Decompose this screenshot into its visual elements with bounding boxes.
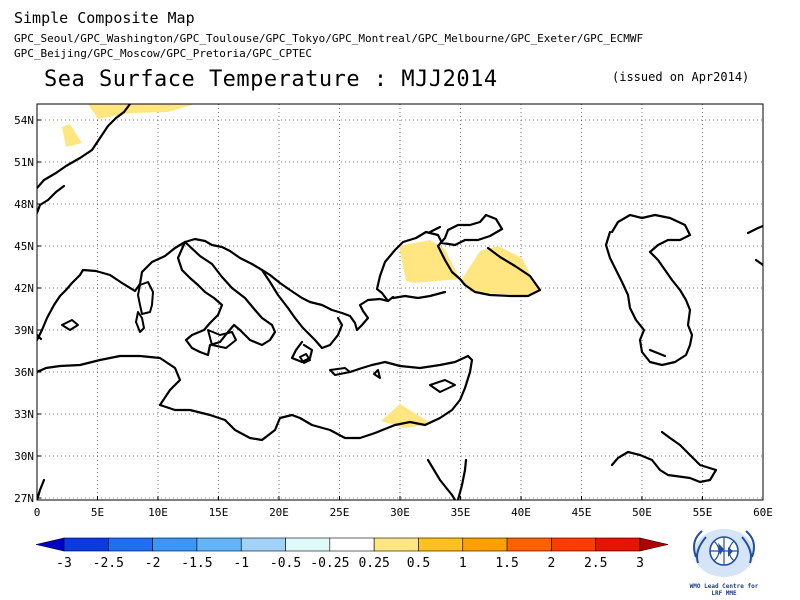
gpc-list-line-2: GPC_Beijing/GPC_Moscow/GPC_Pretoria/GPC_… [14,47,313,60]
lat-tick-label: 39N [14,324,34,337]
colorbar-label: -0.25 [310,556,349,571]
axis-labels: 0 5E 10E 15E 20E 25E 30E 35E 40E 45E 50E 55E 60E 54N 5… [14,114,773,519]
lon-tick-label: 50E [632,506,652,519]
colorbar-swatch [240,537,286,552]
colorbar-swatch [152,537,198,552]
wmo-logo: WMO Lead Centre for LRF MME [690,529,759,597]
colorbar-swatch [108,537,153,552]
logo-caption-line1: WMO Lead Centre for [690,583,759,590]
lat-tick-label: 30N [14,450,34,463]
coastlines [37,104,763,500]
colorbar-swatch [63,537,109,552]
anomaly-area [88,104,195,119]
logo-caption-line2: LRF MME [711,590,737,597]
colorbar-swatch [196,537,242,552]
lat-tick-label: 42N [14,282,34,295]
colorbar-swatch [551,537,596,552]
lon-tick-label: 10E [148,506,168,519]
lat-tick-label: 45N [14,240,34,253]
colorbar-label: -2 [145,556,161,571]
issued-date: (issued on Apr2014) [612,70,750,84]
anomaly-area [62,124,82,147]
anomaly-area [462,246,538,296]
lon-tick-label: 35E [451,506,471,519]
colorbar-label: 2.5 [584,556,607,571]
colorbar-swatch [506,537,552,552]
lat-tick-label: 51N [14,156,34,169]
colorbar-swatch [329,537,375,552]
main-title: Sea Surface Temperature : MJJ2014 [44,67,498,92]
lon-tick-label: 55E [693,506,713,519]
colorbar: -3 -2.5 -2 -1.5 -1 -0.5 -0.25 0.25 0.5 1 1.5 2 2.5 3 [35,537,669,571]
colorbar-swatch [595,537,641,552]
colorbar-label: -1 [233,556,249,571]
colorbar-label: -2.5 [93,556,124,571]
lat-tick-label: 48N [14,198,34,211]
wmo-emblem-icon [693,529,755,577]
colorbar-swatch [418,537,464,552]
anomaly-area [381,404,432,428]
lat-tick-label: 54N [14,114,34,127]
colorbar-swatch [285,537,331,552]
colorbar-label: -3 [56,556,72,571]
islands [61,281,456,393]
colorbar-label: 1.5 [495,556,518,571]
colorbar-swatch [462,537,508,552]
lon-tick-label: 5E [91,506,104,519]
anomaly-shading [62,104,538,428]
colorbar-label: 0.25 [358,556,389,571]
colorbar-label: -0.5 [270,556,301,571]
map-title: Simple Composite Map [14,9,195,27]
colorbar-arrow-right [639,537,669,552]
map-grid [37,104,763,500]
lon-tick-label: 25E [330,506,350,519]
lon-tick-label: 20E [269,506,289,519]
lon-tick-label: 15E [209,506,229,519]
colorbar-label: 0.5 [407,556,430,571]
anomaly-area [399,240,460,283]
lon-tick-label: 45E [572,506,592,519]
lon-tick-label: 40E [511,506,531,519]
colorbar-swatch [373,537,419,552]
lon-tick-label: 60E [753,506,773,519]
lat-tick-label: 27N [14,492,34,505]
gpc-list-line-1: GPC_Seoul/GPC_Washington/GPC_Toulouse/GP… [14,32,644,45]
colorbar-label: 3 [636,556,644,571]
lat-tick-label: 36N [14,366,34,379]
lon-tick-label: 30E [390,506,410,519]
lon-tick-label: 0 [34,506,41,519]
colorbar-label: 1 [459,556,467,571]
lat-tick-label: 33N [14,408,34,421]
colorbar-arrow-left [35,537,65,552]
colorbar-label: 2 [547,556,555,571]
colorbar-label: -1.5 [181,556,212,571]
